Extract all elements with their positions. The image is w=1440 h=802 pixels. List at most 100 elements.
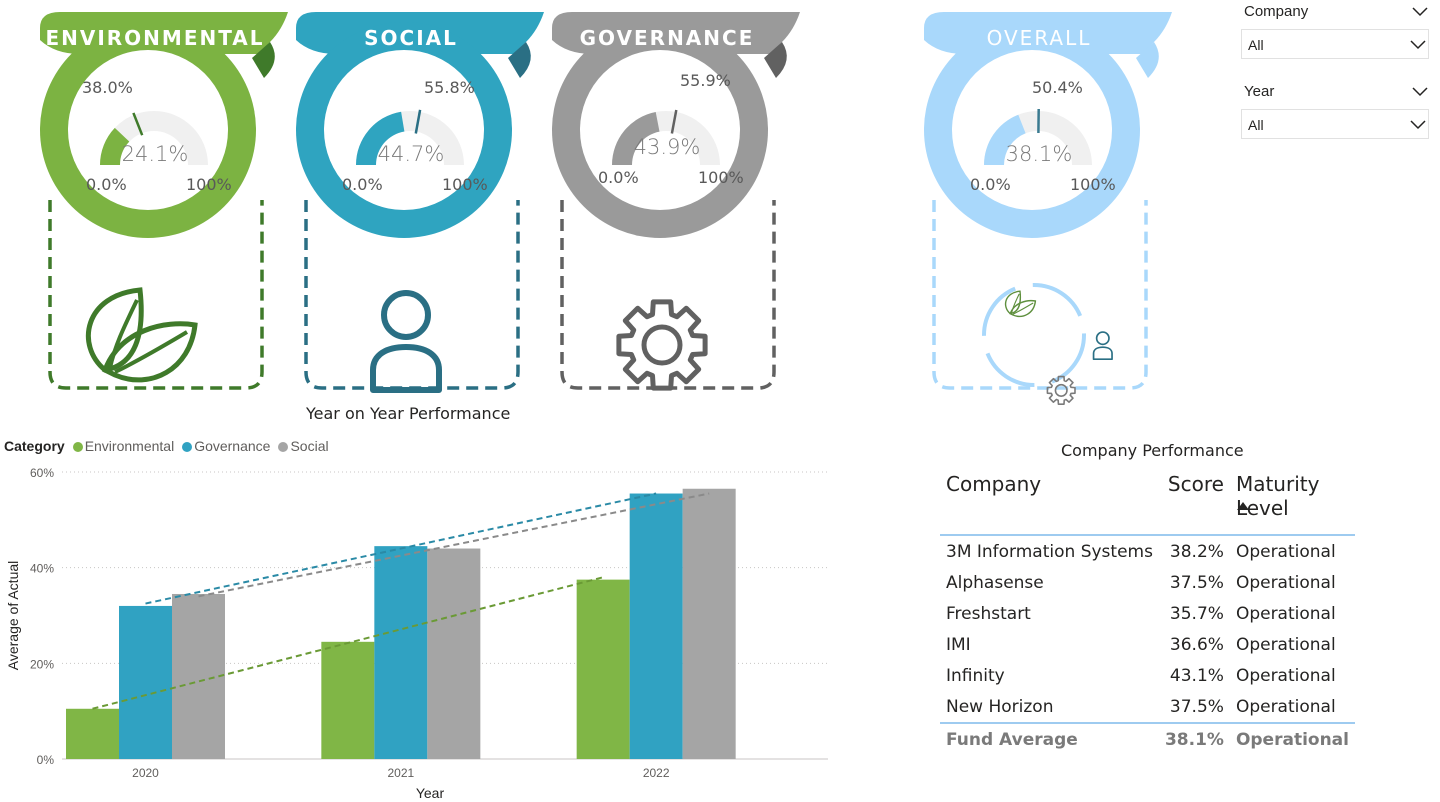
banner-fold: [1136, 42, 1159, 78]
environmental-kpi-card: ENVIRONMENTAL 38.0% 24.1% 0.0% 100%: [20, 0, 300, 400]
trendline-environmental: [92, 576, 604, 710]
gauge-fill: [100, 127, 130, 165]
maturity-cell: Operational: [1235, 573, 1336, 593]
gauge-min-label: 0.0%: [970, 175, 1011, 194]
maturity-cell: Operational: [1235, 697, 1336, 717]
chart-legend: Category Environmental Governance Social: [4, 438, 329, 454]
year-dropdown-value: All: [1248, 117, 1264, 133]
bar-social-2022[interactable]: [682, 488, 736, 759]
bar-social-2020[interactable]: [172, 593, 225, 759]
y-tick-label: 0%: [37, 753, 55, 767]
gear-teeth: [616, 299, 708, 391]
table-row[interactable]: Infinity 43.1% Operational: [940, 660, 1355, 691]
maturity-cell: Operational: [1235, 542, 1336, 562]
overall-kpi-card: OVERALL 50.4% 38.1% 0.0% 100%: [904, 0, 1184, 405]
person-body: [1092, 346, 1113, 361]
person-head: [1095, 331, 1110, 346]
banner-fold: [252, 42, 275, 78]
banner-fold: [508, 42, 531, 78]
card-title: SOCIAL: [364, 26, 458, 50]
table-header-row: Company Score Maturity Level: [940, 466, 1355, 536]
x-tick-label: 2021: [387, 766, 414, 780]
column-header-maturity-level[interactable]: Maturity Level: [1229, 466, 1355, 536]
gauge-value: 44.7%: [377, 142, 445, 166]
year-collapse-chevron-icon[interactable]: [1412, 87, 1428, 97]
total-label: Fund Average: [940, 722, 1159, 755]
cycle-ring: [982, 283, 1086, 387]
y-axis-title: Average of Actual: [5, 561, 21, 670]
table-row[interactable]: New Horizon 37.5% Operational: [940, 691, 1355, 723]
table-row[interactable]: 3M Information Systems 38.2% Operational: [940, 535, 1355, 567]
bar-governance-2020[interactable]: [119, 605, 172, 759]
gear-teeth: [1046, 375, 1076, 405]
gauge-fill: [612, 112, 660, 165]
legend-item-environmental[interactable]: Environmental: [65, 438, 174, 454]
card-title: OVERALL: [986, 26, 1092, 50]
bar-governance-2021[interactable]: [374, 546, 428, 759]
trendline-governance: [145, 492, 657, 605]
leaf-left: [85, 287, 144, 373]
gauge-target-label: 50.4%: [1032, 78, 1083, 97]
y-tick-label: 60%: [30, 466, 54, 480]
maturity-cell: Operational: [1235, 666, 1336, 686]
mini-leaf-icon: [1004, 290, 1037, 318]
leaf-right: [1009, 299, 1037, 318]
company-filter-label: Company: [1244, 3, 1309, 20]
company-dropdown-value: All: [1248, 37, 1264, 53]
chevron-down-icon: [1410, 40, 1426, 50]
gauge-fill: [356, 111, 405, 165]
company-collapse-chevron-icon[interactable]: [1412, 7, 1428, 17]
year-filter-label: Year: [1244, 83, 1275, 100]
sort-ascending-icon[interactable]: [1236, 502, 1249, 510]
gauge-min-label: 0.0%: [342, 175, 383, 194]
gauge-track: [100, 111, 208, 165]
bar-environmental-2021[interactable]: [321, 641, 375, 759]
gear-hub: [641, 324, 683, 366]
table-row[interactable]: Freshstart 35.7% Operational: [940, 598, 1355, 629]
social-kpi-card: SOCIAL 55.8% 44.7% 0.0% 100%: [276, 0, 556, 400]
gear-hub: [1054, 383, 1068, 397]
dashed-frame: [48, 200, 264, 390]
company-performance-title: Company Performance: [1061, 441, 1244, 460]
table-row[interactable]: Alphasense 37.5% Operational: [940, 567, 1355, 598]
score-cell: 35.7%: [1169, 604, 1224, 624]
card-title: ENVIRONMENTAL: [45, 26, 265, 50]
yoy-bar-chart: 0% 20% 40% 60% 2020 2021 2022 Year Average of Ac…: [5, 466, 828, 800]
gauge-target-marker: [414, 109, 422, 134]
company-cell: New Horizon: [946, 697, 1054, 717]
company-cell: Alphasense: [946, 573, 1044, 593]
legend-label: Governance: [194, 438, 271, 454]
bar-environmental-2022[interactable]: [576, 579, 630, 759]
yoy-chart-title: Year on Year Performance: [306, 404, 511, 423]
company-cell: 3M Information Systems: [946, 542, 1153, 562]
governance-kpi-card: GOVERNANCE 55.9% 43.9% 0.0% 100%: [532, 0, 812, 400]
legend-label: Social: [290, 438, 329, 454]
gauge-target-label: 38.0%: [82, 78, 133, 97]
score-cell: 43.1%: [1169, 666, 1224, 686]
gauge-value: 38.1%: [1005, 142, 1073, 166]
column-header-company[interactable]: Company: [940, 466, 1159, 536]
bar-social-2021[interactable]: [427, 548, 481, 759]
trendline-social: [198, 492, 710, 598]
bar-governance-2022[interactable]: [629, 493, 683, 759]
x-tick-label: 2020: [132, 766, 159, 780]
legend-item-social[interactable]: Social: [270, 438, 329, 454]
score-cell: 36.6%: [1169, 635, 1224, 655]
esg-cycle-icon: [982, 283, 1113, 405]
gauge-max-label: 100%: [442, 175, 488, 194]
company-dropdown[interactable]: All: [1241, 29, 1429, 59]
gauge-max-label: 100%: [186, 175, 232, 194]
table-row[interactable]: IMI 36.6% Operational: [940, 629, 1355, 660]
legend-item-governance[interactable]: Governance: [174, 438, 270, 454]
year-dropdown[interactable]: All: [1241, 109, 1429, 139]
person-icon: [370, 290, 442, 393]
column-header-score[interactable]: Score: [1158, 466, 1230, 536]
maturity-cell: Operational: [1235, 635, 1336, 655]
legend-swatch: [278, 442, 289, 452]
bar-environmental-2020[interactable]: [66, 708, 119, 759]
gauge-value: 43.9%: [633, 135, 701, 159]
company-performance-table: Company Score Maturity Level 3M Informat…: [940, 466, 1355, 755]
legend-swatch: [182, 442, 193, 452]
chevron-down-icon: [1410, 120, 1426, 130]
total-row: Fund Average 38.1% Operational: [940, 722, 1355, 755]
